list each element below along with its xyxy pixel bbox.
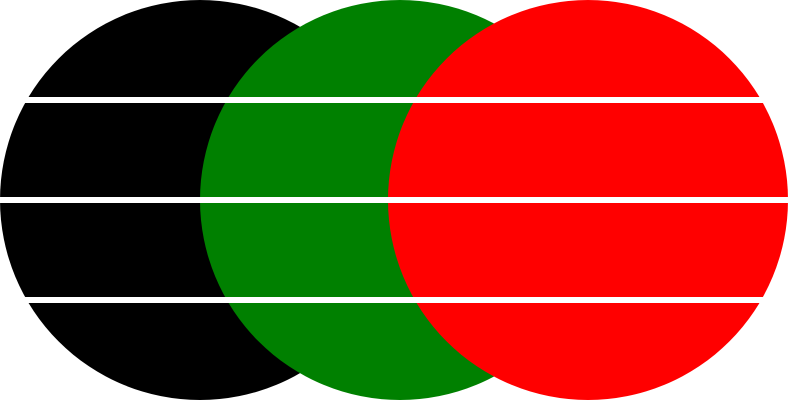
circles-figure	[0, 0, 788, 400]
